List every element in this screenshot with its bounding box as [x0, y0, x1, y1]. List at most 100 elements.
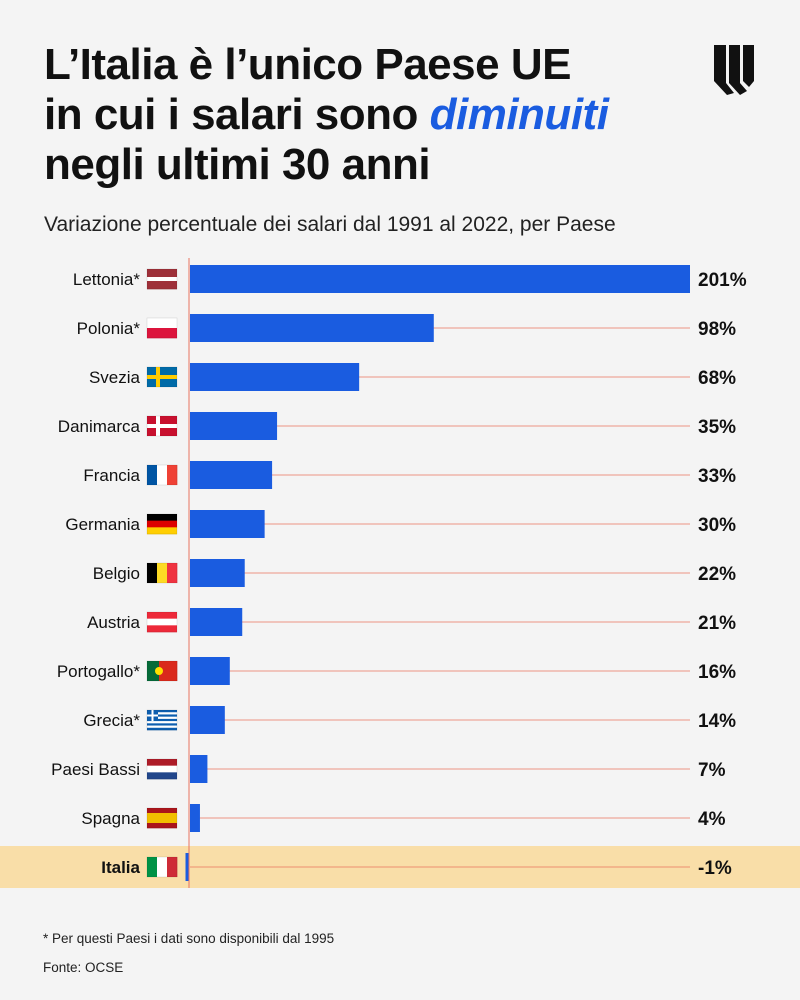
bar-chart: Lettonia* 201% Polonia* 98% Svezia 68% Danimar… [0, 258, 800, 888]
flag-border [146, 366, 178, 388]
value-label: 68% [698, 368, 736, 389]
category-label: Belgio [93, 564, 140, 583]
value-label: 21% [698, 613, 736, 634]
flag-austria-icon [146, 611, 178, 633]
flag-cross-h [147, 424, 177, 428]
flag-border [146, 758, 178, 780]
flag-stripe [147, 765, 177, 773]
bar-austria [190, 608, 243, 636]
flag-stripe [147, 759, 177, 766]
value-label: 30% [698, 515, 736, 536]
flag-germany-icon [146, 513, 178, 535]
bar-lettonia [190, 265, 690, 293]
category-label: Germania [65, 515, 140, 534]
flag-stripe [147, 277, 177, 282]
flag-stripe [167, 563, 178, 583]
flag-border [146, 415, 178, 437]
bar-danimarca [190, 412, 278, 440]
bar-germania [190, 510, 265, 538]
bar-svezia [190, 363, 360, 391]
flag-stripe [147, 710, 177, 713]
flag-border [146, 464, 178, 486]
flag-cross-h [147, 375, 177, 379]
flag-border [146, 660, 178, 682]
flag-netherlands-icon [146, 758, 178, 780]
flag-stripe [147, 808, 177, 814]
flag-stripe [147, 273, 177, 278]
chart-subtitle: Variazione percentuale dei salari dal 19… [44, 213, 616, 236]
flag-stripe [165, 661, 172, 681]
flag-denmark-icon [146, 415, 178, 437]
flag-stripe [147, 823, 177, 829]
flag-stripe [147, 714, 177, 717]
value-label: 98% [698, 319, 736, 340]
footnote: * Per questi Paesi i dati sono disponibi… [43, 931, 335, 946]
value-label: 22% [698, 564, 736, 585]
category-label: Svezia [89, 368, 141, 387]
headline: L’Italia è l’unico Paese UE in cui i sal… [44, 40, 609, 190]
value-label: 14% [698, 711, 736, 732]
flag-stripe [147, 723, 177, 726]
category-label: Grecia* [83, 711, 140, 730]
flag-spain-icon [146, 807, 178, 829]
category-label: Austria [87, 613, 140, 632]
category-label: Italia [101, 858, 140, 877]
category-label: Portogallo* [57, 662, 141, 681]
flag-stripe [147, 727, 177, 731]
flag-stripe [147, 725, 177, 729]
flag-stripe [147, 527, 177, 535]
flag-stripe [147, 618, 177, 626]
flag-stripe [147, 465, 158, 485]
value-label: 33% [698, 466, 736, 487]
flag-stripe [157, 857, 168, 877]
flag-latvia-icon [146, 268, 178, 290]
flag-border [146, 562, 178, 584]
brand-logo-icon [714, 45, 754, 95]
flag-stripe [147, 285, 177, 290]
flag-stripe [147, 716, 177, 720]
flag-border [146, 317, 178, 339]
bar-paesibassi [190, 755, 208, 783]
flag-stripe [147, 563, 158, 583]
flag-border [146, 856, 178, 878]
flag-poland-icon [146, 317, 178, 339]
flag-border [146, 268, 178, 290]
flag-stripe [147, 514, 177, 521]
bar-italia [185, 853, 189, 881]
flag-stripe [147, 818, 177, 824]
value-label: 4% [698, 809, 726, 830]
headline-line-2-text: in cui i salari sono [44, 90, 430, 139]
flag-stripe [147, 625, 177, 633]
flag-stripe [171, 661, 178, 681]
value-label: 16% [698, 662, 736, 683]
flag-greece-icon [146, 709, 178, 731]
flag-border [146, 709, 178, 731]
flag-stripe [147, 857, 158, 877]
flag-stripe [147, 772, 177, 780]
bar-belgio [190, 559, 245, 587]
headline-highlight: diminuiti [429, 90, 609, 139]
bar-polonia [190, 314, 434, 342]
flag-stripe [147, 328, 177, 339]
source: Fonte: OCSE [43, 960, 124, 975]
flag-stripe [147, 661, 154, 681]
value-label: 201% [698, 270, 747, 291]
headline-line-3: negli ultimi 30 anni [44, 140, 431, 189]
headline-line-1: L’Italia è l’unico Paese UE [44, 40, 571, 89]
flag-sweden-icon [146, 366, 178, 388]
flag-belgium-icon [146, 562, 178, 584]
flag-france-icon [146, 464, 178, 486]
category-label: Danimarca [58, 417, 141, 436]
flag-emblem [155, 667, 163, 675]
flag-stripe [147, 318, 177, 329]
flag-stripe [147, 612, 177, 619]
flag-stripe [147, 718, 177, 722]
bar-grecia [190, 706, 225, 734]
headline-line-2: in cui i salari sono diminuiti [44, 90, 609, 140]
flag-stripe [147, 721, 177, 724]
flag-stripe [147, 813, 177, 819]
bar-spagna [190, 804, 200, 832]
bar-portogallo [190, 657, 230, 685]
bar-francia [190, 461, 273, 489]
flag-stripe [157, 465, 168, 485]
